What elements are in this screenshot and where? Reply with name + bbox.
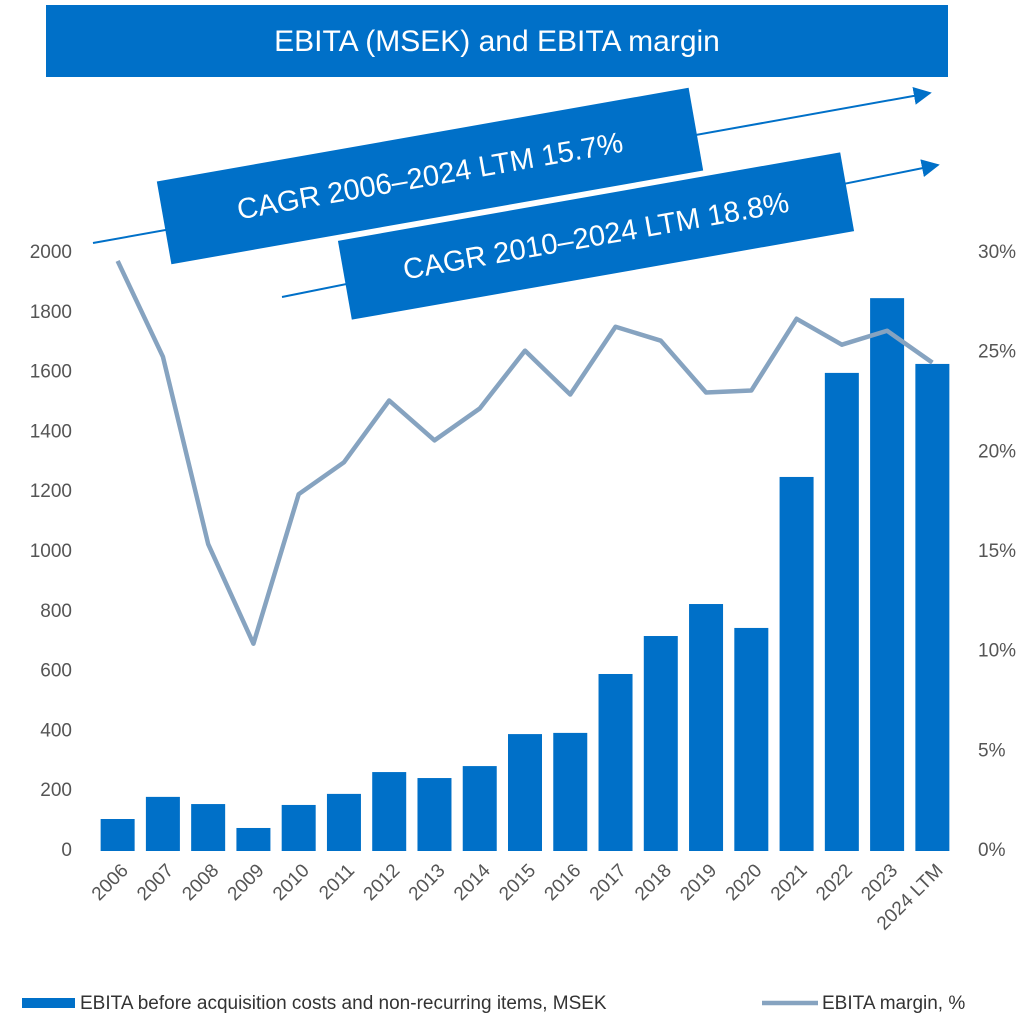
y-tick-label: 1800	[30, 302, 72, 323]
x-tick-label: 2021	[767, 860, 812, 905]
y2-tick-label: 20%	[978, 441, 1016, 462]
legend-label: EBITA margin, %	[822, 993, 965, 1014]
y2-tick-label: 25%	[978, 342, 1016, 363]
bar	[870, 298, 905, 851]
bar	[915, 363, 950, 851]
bar	[236, 827, 271, 851]
x-tick-label: 2014	[450, 860, 495, 905]
x-tick-label: 2010	[269, 860, 314, 905]
bar	[779, 476, 814, 851]
bar	[191, 804, 226, 851]
x-tick-label: 2015	[495, 860, 540, 905]
bar	[553, 732, 588, 851]
y-tick-label: 1200	[30, 481, 72, 502]
x-tick-label: 2009	[224, 860, 269, 905]
y-tick-label: 600	[40, 661, 72, 682]
x-tick-label: 2011	[315, 860, 359, 904]
y2-tick-label: 15%	[978, 541, 1016, 562]
y-tick-label: 1600	[30, 362, 72, 383]
x-tick-label: 2016	[541, 860, 586, 905]
x-tick-label: 2007	[133, 860, 178, 905]
bar	[145, 796, 180, 851]
y-tick-label: 1000	[30, 541, 72, 562]
x-tick-label: 2013	[405, 860, 450, 905]
legend-swatch	[22, 998, 75, 1008]
x-tick-label: 2020	[722, 860, 767, 905]
x-tick-label: 2018	[631, 860, 676, 905]
y-tick-label: 800	[40, 601, 72, 622]
y-tick-label: 0	[61, 840, 72, 861]
bar	[372, 772, 407, 851]
bar	[824, 372, 859, 851]
y2-tick-label: 5%	[978, 740, 1006, 761]
x-tick-label: 2008	[178, 860, 223, 905]
x-tick-label: 2006	[88, 860, 133, 905]
x-tick-label: 2022	[812, 860, 857, 905]
x-tick-label: 2019	[676, 860, 721, 905]
bar	[689, 604, 724, 851]
y2-tick-label: 0%	[978, 840, 1006, 861]
line	[115, 260, 934, 646]
bar	[281, 804, 316, 851]
y-tick-label: 200	[40, 780, 72, 801]
bar	[643, 636, 678, 851]
bar	[598, 673, 633, 851]
y-tick-label: 400	[40, 720, 72, 741]
y-tick-label: 2000	[30, 242, 72, 263]
title-box	[46, 5, 948, 77]
y-tick-label: 1400	[30, 421, 72, 442]
bar	[417, 778, 452, 851]
x-tick-label: 2012	[360, 860, 405, 905]
bar	[100, 819, 135, 851]
y2-tick-label: 10%	[978, 641, 1016, 662]
y2-tick-label: 30%	[978, 242, 1016, 263]
bar	[462, 766, 497, 851]
bar	[508, 734, 542, 851]
legend-label: EBITA before acquisition costs and non-r…	[80, 993, 607, 1014]
chart-title: EBITA (MSEK) and EBITA margin	[274, 25, 720, 58]
bar	[734, 627, 769, 851]
bar	[326, 793, 361, 851]
x-tick-label: 2017	[586, 860, 631, 905]
